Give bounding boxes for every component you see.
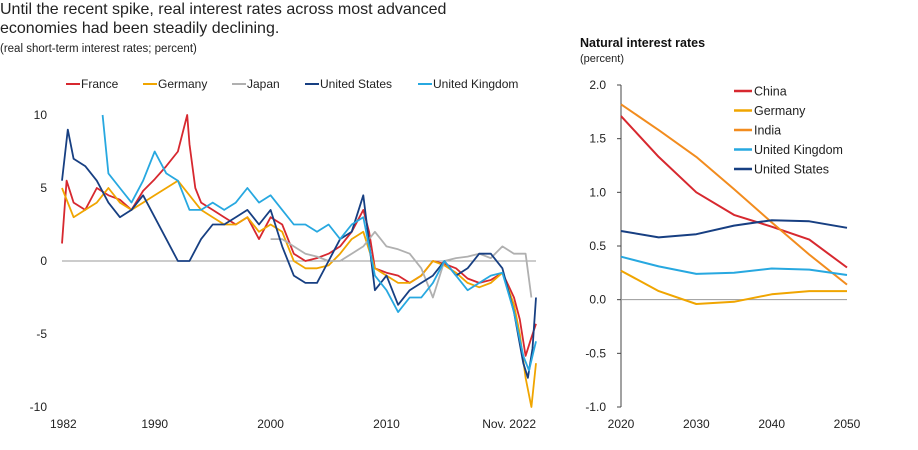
x-tick-label: 2020 xyxy=(608,417,635,431)
x-tick-label: 2030 xyxy=(683,417,710,431)
natural-rates-subtitle: (percent) xyxy=(580,53,624,65)
series-line-japan xyxy=(270,230,533,299)
x-tick-label: Nov. 2022 xyxy=(482,417,536,431)
y-tick-label: 1.0 xyxy=(589,185,606,199)
x-tick-label: 2010 xyxy=(373,417,400,431)
series-line-united-kingdom xyxy=(620,255,848,276)
legend-label-united-states: United States xyxy=(754,163,829,177)
headline-line-2: economies had been steadily declining. xyxy=(0,20,280,37)
y-tick-label: -10 xyxy=(30,400,48,414)
legend-label-united-kingdom: United Kingdom xyxy=(754,143,843,157)
series-line-united-states xyxy=(620,219,848,239)
natural-rates-chart: Natural interest rates (percent) 2.0 1.5 1.0… xyxy=(580,36,861,431)
y-tick-label: 0.0 xyxy=(589,293,606,307)
headline: Until the recent spike, real interest ra… xyxy=(0,0,560,38)
chart-subtitle: (real short-term interest rates; percent… xyxy=(0,43,197,55)
headline-line-1: Until the recent spike, real interest ra… xyxy=(0,1,447,18)
series-line-germany xyxy=(620,269,847,305)
x-tick-label: 2040 xyxy=(758,417,785,431)
legend-label-india: India xyxy=(754,124,781,138)
x-tick-label: 2000 xyxy=(257,417,284,431)
series-line-france xyxy=(61,114,537,357)
legend-label-france: France xyxy=(81,77,119,91)
y-tick-label: -5 xyxy=(36,327,47,341)
legend-label-china: China xyxy=(754,85,787,99)
series-line-india xyxy=(620,103,848,286)
series-line-china xyxy=(620,115,848,269)
y-tick-label: 0 xyxy=(40,254,47,268)
y-tick-label: 10 xyxy=(34,108,48,122)
y-tick-label: 5 xyxy=(40,181,47,195)
legend-label-germany: Germany xyxy=(158,77,207,91)
y-tick-label: -1.0 xyxy=(585,400,606,414)
x-tick-label: 1990 xyxy=(141,417,168,431)
y-tick-label: -0.5 xyxy=(585,346,606,360)
x-tick-label: 1982 xyxy=(50,417,77,431)
series-line-united-kingdom xyxy=(101,114,537,372)
natural-rates-title: Natural interest rates xyxy=(580,36,705,50)
x-tick-label: 2050 xyxy=(834,417,861,431)
legend-label-united-states: United States xyxy=(320,77,392,91)
y-tick-label: 0.5 xyxy=(589,239,606,253)
legend-label-germany: Germany xyxy=(754,104,806,118)
y-tick-label: 2.0 xyxy=(589,78,606,92)
y-tick-label: 1.5 xyxy=(589,132,606,146)
series-line-germany xyxy=(61,179,537,408)
series-line-united-states xyxy=(61,128,537,379)
legend-label-united-kingdom: United Kingdom xyxy=(433,77,518,91)
real-rates-chart: France Germany Japan United States United Ki… xyxy=(30,77,537,431)
legend-label-japan: Japan xyxy=(247,77,280,91)
